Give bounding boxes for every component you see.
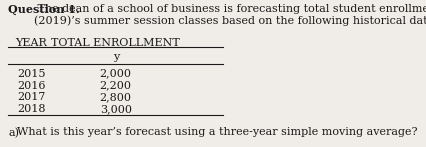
Text: TOTAL ENROLLMENT: TOTAL ENROLLMENT <box>51 38 180 48</box>
Text: 2015: 2015 <box>17 69 45 78</box>
Text: 2017: 2017 <box>17 92 45 102</box>
Text: 3,000: 3,000 <box>99 105 131 115</box>
Text: 2,800: 2,800 <box>99 92 131 102</box>
Text: y: y <box>112 52 118 62</box>
Text: The dean of a school of business is forecasting total student enrollment for thi: The dean of a school of business is fore… <box>34 4 426 26</box>
Text: 2016: 2016 <box>17 81 45 91</box>
Text: Question 1.: Question 1. <box>8 4 80 15</box>
Text: 2,200: 2,200 <box>99 81 131 91</box>
Text: a): a) <box>8 127 19 138</box>
Text: What is this year’s forecast using a three-year simple moving average?: What is this year’s forecast using a thr… <box>17 127 417 137</box>
Text: YEAR: YEAR <box>15 38 47 48</box>
Text: 2018: 2018 <box>17 105 45 115</box>
Text: 2,000: 2,000 <box>99 69 131 78</box>
